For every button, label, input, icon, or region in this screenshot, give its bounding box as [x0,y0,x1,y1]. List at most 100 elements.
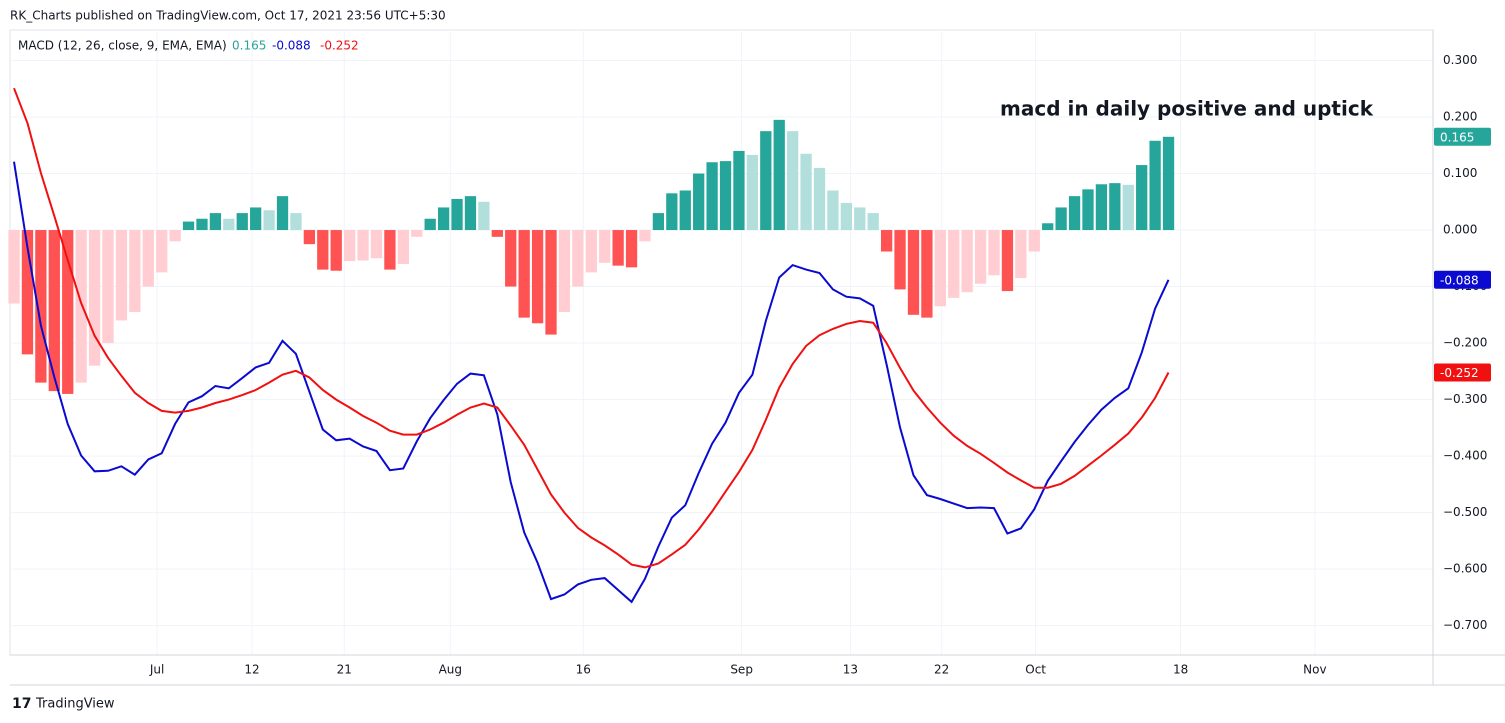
histogram-bar [223,218,235,231]
histogram-bar [1001,230,1014,292]
histogram-bar [585,230,597,273]
histogram-bar [961,230,973,293]
histogram-bar [75,230,87,383]
x-tick-label: 21 [337,663,352,677]
histogram-bar [196,218,208,231]
indicator-label: MACD (12, 26, close, 9, EMA, EMA) [18,39,227,53]
histogram-bar [706,162,718,231]
grid [10,30,1433,655]
histogram-bar [693,173,705,231]
histogram-bar [290,213,302,231]
y-tick-label: −0.200 [1443,336,1487,350]
histogram-bar [330,230,342,271]
y-tick-label: 0.200 [1443,110,1477,124]
x-tick-label: 18 [1173,663,1188,677]
histogram-bar [813,167,826,231]
histogram [8,119,1175,394]
histogram-bar [451,198,463,231]
histogram-bar [625,230,638,268]
histogram-bar [599,230,611,263]
x-tick-label: Aug [439,663,462,677]
y-tick-label: 0.000 [1443,223,1477,237]
macd-line [13,161,1170,604]
histogram-bar [1028,230,1040,252]
legend-value: -0.252 [320,39,359,53]
histogram-bar [867,213,879,231]
annotation: macd in daily positive and uptick [1000,97,1374,121]
histogram-bar [719,161,732,231]
histogram-bar [317,230,329,270]
logo: 17 [12,696,31,712]
histogram-bar [169,230,181,242]
x-tick-label: Nov [1303,663,1326,677]
y-tick-label: −0.700 [1443,618,1487,632]
histogram-bar [21,230,34,355]
histogram-bar [1095,184,1108,231]
price-badge [1434,127,1491,146]
histogram-bar [236,213,248,231]
histogram-bar [840,202,852,231]
logo-icon: 17 [12,696,31,712]
histogram-bar [411,230,423,237]
histogram-bar [666,193,678,231]
histogram-bar [760,131,772,231]
x-tick-label: 16 [576,663,591,677]
histogram-bar [800,153,812,231]
histogram-bar [746,154,759,231]
histogram-bar [478,201,490,231]
x-tick-label: Sep [730,663,753,677]
histogram-bar [572,230,584,287]
histogram-bar [397,230,409,264]
histogram-bar [263,210,275,231]
y-tick-label: 0.100 [1443,166,1477,180]
y-tick-label: −0.300 [1443,392,1487,406]
histogram-bar [491,230,503,237]
y-tick-label: −0.400 [1443,449,1487,463]
lines [13,87,1170,604]
histogram-bar [1055,207,1067,231]
histogram-bar [156,230,168,273]
histogram-bar [880,230,893,252]
legend: MACD (12, 26, close, 9, EMA, EMA) 0.165 -… [18,39,359,53]
histogram-bar [934,230,946,307]
histogram-bar [505,230,517,287]
histogram-bar [1068,196,1081,231]
histogram-bar [8,230,20,304]
histogram-bar [1015,230,1027,279]
histogram-bar [988,230,1000,276]
price-badge-label: -0.252 [1440,366,1479,380]
histogram-bar [974,230,987,284]
histogram-bar [303,230,316,245]
histogram-bar [102,230,114,344]
price-badge [1434,270,1491,289]
histogram-bar [62,230,74,394]
histogram-bar [907,230,920,315]
histogram-bar [1122,184,1134,231]
x-tick-label: Oct [1025,663,1046,677]
histogram-bar [948,230,960,298]
histogram-bar [894,230,906,290]
histogram-bar [276,196,289,231]
histogram-bar [129,230,141,312]
histogram-bar [773,119,785,231]
histogram-bar [679,190,691,231]
histogram-bar [1149,140,1161,231]
histogram-bar [787,131,799,231]
histogram-bar [531,230,544,324]
header-title: RK_Charts published on TradingView.com, … [10,9,446,23]
histogram-bar [1136,165,1148,231]
x-tick-label: 22 [934,663,949,677]
price-badge [1434,363,1491,382]
histogram-bar [652,213,665,231]
histogram-bar [182,221,195,231]
histogram-bar [612,230,624,266]
legend-value: 0.165 [232,39,266,53]
histogram-bar [1042,223,1054,231]
histogram-bar [250,207,262,231]
footer-brand: TradingView [35,697,115,712]
histogram-bar [370,230,383,259]
histogram-bar [424,218,436,231]
histogram-bar [639,230,651,242]
x-tick-label: 13 [843,663,858,677]
